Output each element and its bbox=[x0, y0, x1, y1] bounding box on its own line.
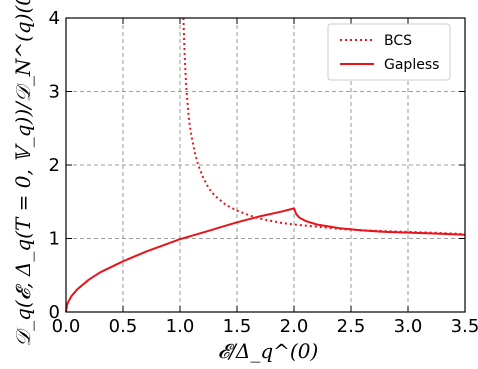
y-tick-label: 3 bbox=[49, 82, 60, 103]
legend-label-gapless: Gapless bbox=[384, 57, 439, 73]
series-lines bbox=[65, 17, 466, 313]
x-tick-label: 1.5 bbox=[223, 316, 252, 337]
y-tick-label: 2 bbox=[49, 155, 60, 176]
ticks: 0.0 0.5 1.0 1.5 2.0 2.5 3.0 3.5 0 1 2 3 4 bbox=[49, 8, 478, 337]
x-tick-label: 2.0 bbox=[280, 316, 309, 337]
legend: BCS Gapless bbox=[327, 23, 451, 81]
y-tick-label: 1 bbox=[49, 229, 60, 250]
legend-box bbox=[327, 23, 451, 81]
x-tick-label: 3.5 bbox=[451, 316, 478, 337]
x-tick-label: 1.0 bbox=[166, 316, 195, 337]
series-line-gapless bbox=[65, 207, 466, 313]
x-tick-label: 2.5 bbox=[337, 316, 366, 337]
y-tick-label: 4 bbox=[49, 8, 60, 29]
legend-label-bcs: BCS bbox=[384, 33, 412, 49]
x-tick-label: 0.0 bbox=[52, 316, 81, 337]
y-axis-label: 𝒟_q(𝓔, Δ_q(T = 0, 𝕍_q))/𝒟_N^(q)(0) bbox=[11, 0, 35, 347]
x-tick-label: 3.0 bbox=[394, 316, 423, 337]
x-tick-label: 0.5 bbox=[109, 316, 138, 337]
x-axis-label: 𝓔/Δ_q^(0) bbox=[218, 339, 319, 363]
series-line-bcs bbox=[182, 17, 466, 236]
y-tick-label: 0 bbox=[49, 302, 60, 323]
